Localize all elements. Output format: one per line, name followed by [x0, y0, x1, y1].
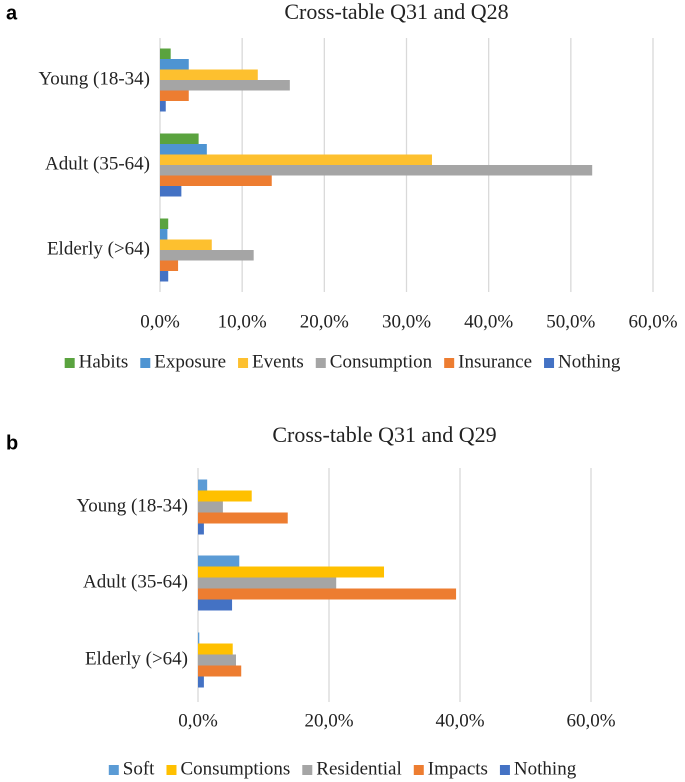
legend-marker	[315, 358, 326, 368]
legend-marker	[238, 358, 249, 368]
legend: Habits Exposure Events Consumption Insurance…	[64, 351, 621, 372]
y-tick-label: Elderly (>64)	[85, 648, 188, 669]
bar	[160, 271, 169, 282]
bar	[160, 218, 169, 229]
bar	[160, 165, 593, 176]
legend-marker	[64, 358, 75, 368]
legend-label: Consumption	[330, 351, 433, 372]
legend-label: Exposure	[154, 351, 226, 372]
legend-marker	[140, 358, 151, 368]
legend-label: Events	[252, 351, 304, 372]
legend-label: Consumptions	[180, 758, 290, 779]
bar	[198, 512, 288, 524]
bar	[160, 101, 166, 112]
legend-marker	[544, 358, 555, 368]
legend-label: Nothing	[558, 351, 621, 372]
bar	[160, 48, 171, 59]
x-tick-label: 60,0%	[628, 311, 677, 332]
y-tick-label: Elderly (>64)	[47, 238, 150, 259]
bar	[198, 566, 385, 578]
y-tick-label: Adult (35-64)	[45, 153, 150, 174]
x-tick-label: 20,0%	[300, 311, 349, 332]
legend: Soft Consumptions Residential Impacts Nothin…	[108, 758, 577, 779]
bar	[160, 186, 182, 197]
bar	[160, 144, 207, 155]
bar	[198, 479, 208, 491]
bar	[160, 250, 254, 261]
legend-marker	[166, 765, 177, 775]
bar	[198, 523, 204, 535]
bar	[198, 588, 457, 600]
bar	[160, 69, 258, 80]
bar	[160, 133, 199, 144]
bar	[160, 229, 168, 240]
x-tick-label: 30,0%	[382, 311, 431, 332]
legend-marker	[108, 765, 119, 775]
legend-marker	[302, 765, 313, 775]
legend-label: Habits	[79, 351, 129, 372]
chart: a Cross-table Q31 and Q28 0,0% 10,0% 20,0% 30…	[6, 0, 678, 372]
bar	[160, 175, 272, 186]
panel-label: b	[6, 432, 18, 454]
panel-label: a	[6, 2, 18, 24]
bar	[160, 80, 290, 91]
x-tick-label: 60,0%	[566, 710, 615, 731]
bar	[160, 59, 189, 70]
x-tick-label: 0,0%	[140, 311, 180, 332]
bar	[160, 90, 189, 101]
bar	[160, 239, 212, 250]
bar	[198, 599, 233, 611]
bar	[160, 260, 179, 271]
legend-marker	[499, 765, 510, 775]
legend-label: Soft	[123, 758, 155, 779]
legend-label: Residential	[316, 758, 401, 779]
bar	[198, 555, 240, 567]
bar	[198, 665, 242, 677]
bar	[160, 154, 432, 165]
bar	[198, 676, 204, 688]
y-tick-label: Adult (35-64)	[83, 571, 188, 592]
legend-label: Impacts	[428, 758, 488, 779]
x-tick-label: 40,0%	[464, 311, 513, 332]
bar	[198, 654, 236, 666]
bar	[198, 490, 252, 502]
legend-label: Nothing	[514, 758, 577, 779]
chart-title: Cross-table Q31 and Q28	[284, 0, 508, 24]
legend-label: Insurance	[458, 351, 532, 372]
x-tick-label: 20,0%	[304, 710, 353, 731]
bar	[198, 577, 337, 589]
y-tick-label: Young (18-34)	[38, 68, 150, 89]
legend-marker	[444, 358, 455, 368]
y-tick-label: Young (18-34)	[76, 495, 188, 516]
chart-title: Cross-table Q31 and Q29	[272, 422, 496, 447]
bar	[198, 501, 223, 513]
x-tick-label: 40,0%	[435, 710, 484, 731]
legend-marker	[413, 765, 424, 775]
x-tick-label: 50,0%	[546, 311, 595, 332]
bar	[198, 643, 233, 655]
x-tick-label: 10,0%	[218, 311, 267, 332]
bar	[198, 632, 200, 644]
x-tick-label: 0,0%	[178, 710, 218, 731]
chart: b Cross-table Q31 and Q29 0,0% 20,0% 40,0% 60…	[6, 422, 616, 779]
